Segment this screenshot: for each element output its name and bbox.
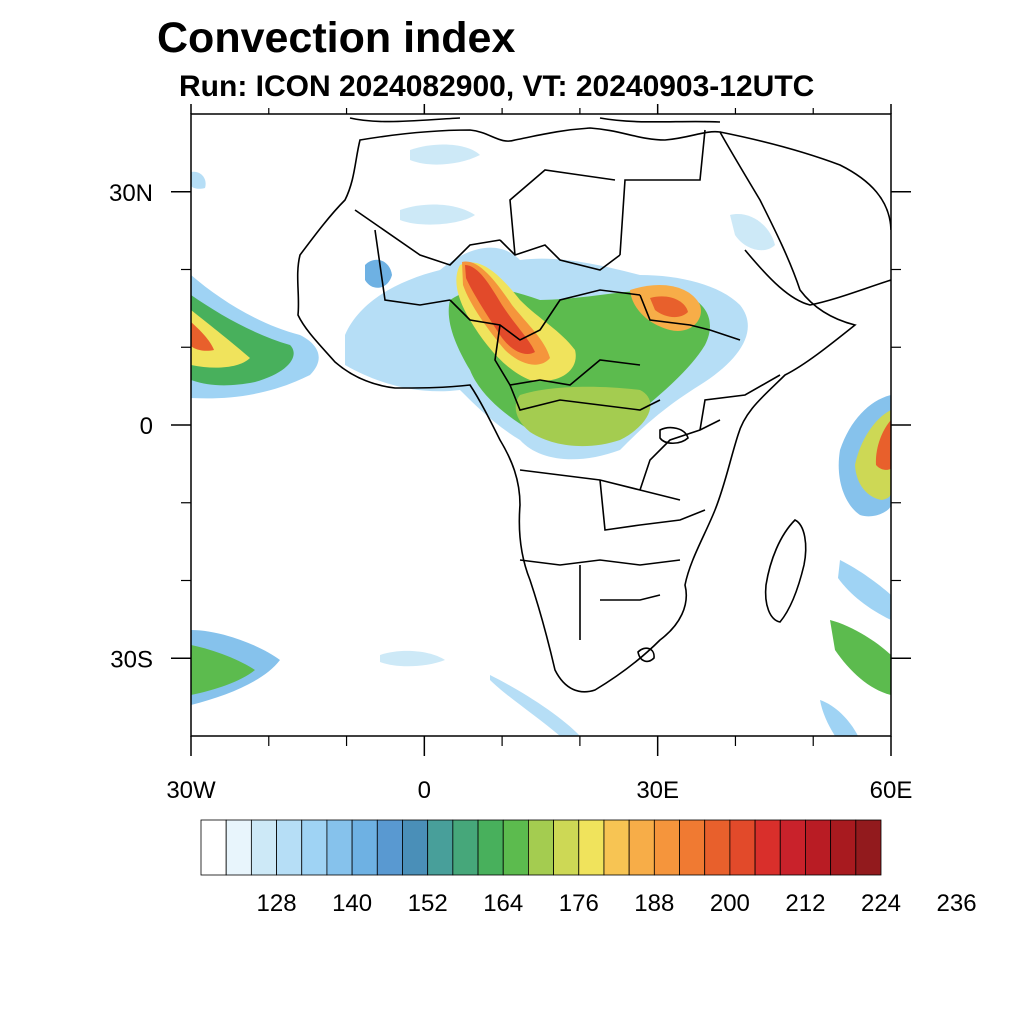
field-se-band3 xyxy=(820,700,858,736)
colorbar-swatch xyxy=(477,819,504,876)
colorbar-swatch xyxy=(805,819,832,876)
colorbar-swatch xyxy=(704,819,731,876)
border-8 xyxy=(639,294,741,341)
field-atlantic-north-red xyxy=(191,322,214,351)
colorbar-swatch xyxy=(729,819,756,876)
lon-tick-label: 30W xyxy=(166,777,216,804)
colorbar-swatch xyxy=(376,819,403,876)
border-3 xyxy=(619,129,706,256)
border-2 xyxy=(499,239,621,271)
field-congo xyxy=(515,386,651,447)
latitude-ticks: 30N 0 30S xyxy=(109,180,911,673)
lon-tick-label: 0 xyxy=(418,777,431,804)
colorbar: 128 140 152 164 176 188 200 212 224 236 xyxy=(200,819,977,917)
lat-tick-label: 30S xyxy=(110,646,153,673)
colorbar-swatch xyxy=(603,819,630,876)
colorbar-swatch xyxy=(402,819,429,876)
colorbar-swatch xyxy=(250,819,277,876)
colorbar-label: 152 xyxy=(408,890,448,917)
coastlines xyxy=(296,117,891,693)
colorbar-swatch xyxy=(754,819,781,876)
colorbar-label: 140 xyxy=(332,890,372,917)
field-sahel-red xyxy=(465,265,535,355)
mediterranean-north xyxy=(349,117,721,123)
colorbar-swatch xyxy=(779,819,806,876)
border-11 xyxy=(519,559,681,566)
colorbar-swatch xyxy=(553,819,580,876)
lake-victoria xyxy=(659,426,689,445)
field-ethiopia-red xyxy=(650,296,688,318)
field-indian-east-red xyxy=(875,420,891,470)
colorbar-label: 128 xyxy=(257,890,297,917)
madagascar-coastline xyxy=(764,519,807,623)
field-canary xyxy=(191,171,206,189)
colorbar-swatch xyxy=(326,819,353,876)
field-arabia xyxy=(730,214,775,251)
border-5 xyxy=(374,229,451,306)
border-14 xyxy=(639,419,721,491)
arabia-coastline xyxy=(719,131,891,306)
colorbar-swatch xyxy=(628,819,655,876)
border-1 xyxy=(354,209,501,266)
colorbar-label: 200 xyxy=(710,890,750,917)
border-9 xyxy=(509,384,661,411)
chart-subtitle: Run: ICON 2024082900, VT: 20240903-12UTC xyxy=(179,70,815,103)
border-15 xyxy=(699,374,781,431)
field-se-band2 xyxy=(830,620,891,695)
border-13 xyxy=(599,479,706,531)
colorbar-swatch xyxy=(653,819,680,876)
field-sw-atlantic-core xyxy=(191,645,255,695)
colorbar-label: 164 xyxy=(483,890,523,917)
colorbar-swatch xyxy=(578,819,605,876)
colorbar-swatch xyxy=(276,819,303,876)
border-7 xyxy=(494,324,641,386)
longitude-ticks: 30W 0 30E 60E xyxy=(166,104,912,804)
field-south-arc xyxy=(490,675,580,736)
border-6 xyxy=(449,289,641,341)
lat-tick-label: 30N xyxy=(109,180,153,207)
colorbar-label: 224 xyxy=(861,890,901,917)
field-mauritania-vortex xyxy=(365,259,392,288)
field-south-wisp xyxy=(380,650,445,667)
field-se-band1 xyxy=(838,560,891,620)
border-4 xyxy=(509,169,616,256)
border-12 xyxy=(579,565,661,640)
colorbar-swatch xyxy=(855,819,882,876)
colorbar-swatch xyxy=(427,819,454,876)
field-atlantic-north-hot xyxy=(191,310,250,368)
chart-title: Convection index xyxy=(157,14,516,62)
convection-field xyxy=(191,144,891,736)
lon-tick-label: 60E xyxy=(870,777,913,804)
colorbar-label: 188 xyxy=(634,890,674,917)
colorbar-swatch xyxy=(225,819,252,876)
field-sahara-wisp2 xyxy=(410,144,480,165)
colorbar-swatch xyxy=(679,819,706,876)
colorbar-label: 236 xyxy=(937,890,977,917)
africa-coastline xyxy=(296,127,857,693)
colorbar-swatch xyxy=(301,819,328,876)
colorbar-swatch xyxy=(830,819,857,876)
colorbar-swatch xyxy=(351,819,378,876)
field-sahara-wisp1 xyxy=(400,204,475,225)
lon-tick-label: 30E xyxy=(636,777,679,804)
colorbar-label: 212 xyxy=(785,890,825,917)
colorbar-label: 176 xyxy=(559,890,599,917)
colorbar-swatch xyxy=(452,819,479,876)
colorbar-swatch xyxy=(502,819,529,876)
colorbar-swatch xyxy=(200,819,227,876)
field-indian-east-core xyxy=(855,410,891,500)
lat-tick-label: 0 xyxy=(140,413,153,440)
lesotho xyxy=(637,647,655,663)
colorbar-swatch xyxy=(528,819,554,876)
